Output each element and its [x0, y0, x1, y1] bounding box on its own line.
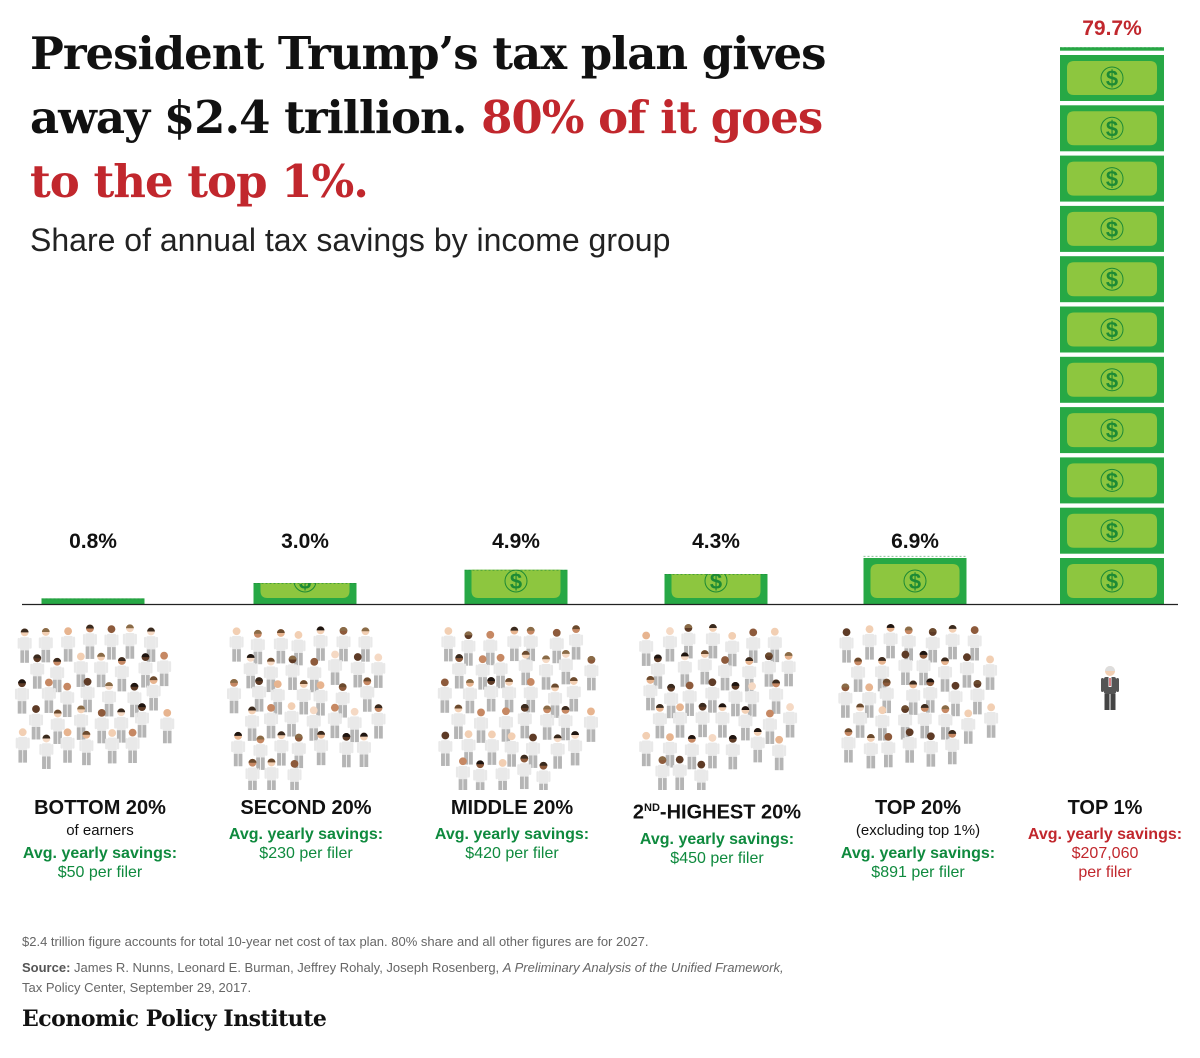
category-name: BOTTOM 20%	[34, 797, 166, 819]
bar-4: $$	[664, 569, 768, 604]
source-citation: Source: James R. Nunns, Leonard E. Burma…	[22, 958, 922, 998]
value-label-4: 4.3%	[692, 530, 740, 553]
people-crowd-2	[227, 626, 386, 790]
savings-value-unit: per filer	[1078, 864, 1132, 881]
svg-text:$: $	[1106, 318, 1118, 343]
savings-label: Avg. yearly savings:	[228, 826, 384, 843]
title-line1: President Trump’s tax plan gives	[30, 27, 826, 80]
category-second-20: SECOND 20% Avg. yearly savings: $230 per…	[206, 795, 406, 863]
category-name-rest: -HIGHEST 20%	[659, 801, 802, 824]
category-name: TOP 20%	[875, 797, 961, 819]
category-top-1: TOP 1% Avg. yearly savings: $207,060 per…	[1005, 795, 1200, 882]
bar-6: $$$$$$$$$$$$$	[1060, 47, 1164, 604]
source-authors: James R. Nunns, Leonard E. Burman, Jeffr…	[74, 960, 500, 975]
chart-subtitle: Share of annual tax savings by income gr…	[30, 222, 671, 258]
svg-text:$: $	[1106, 267, 1118, 292]
value-label-2: 3.0%	[281, 530, 329, 553]
savings-value: $891 per filer	[871, 864, 965, 881]
svg-text:$: $	[510, 569, 522, 594]
savings-value: $230 per filer	[259, 845, 353, 862]
title-highlight2: to the top 1%.	[30, 155, 369, 208]
title-line2: away $2.4 trillion.	[30, 91, 467, 144]
savings-value: $207,060	[1071, 845, 1139, 862]
category-name: SECOND 20%	[240, 797, 372, 819]
value-label-6: 79.7%	[1082, 17, 1142, 40]
category-sub: of earners	[66, 822, 134, 839]
savings-label: Avg. yearly savings:	[1027, 826, 1183, 843]
category-name: 2ND-HIGHEST 20%	[617, 795, 817, 826]
people-crowd-4	[639, 624, 798, 790]
title-highlight1: 80% of it goes	[481, 91, 823, 144]
people-crowd-3	[437, 625, 599, 790]
savings-value: $450 per filer	[670, 849, 764, 867]
category-top-20: TOP 20% (excluding top 1%) Avg. yearly s…	[818, 795, 1018, 882]
value-label-3: 4.9%	[492, 530, 540, 553]
category-sub: (excluding top 1%)	[855, 822, 981, 839]
bar-chart: $$0.8%$$3.0%$$4.9%$$4.3%$$6.9%$$$$$$$$$$…	[14, 17, 1178, 790]
value-label-1: 0.8%	[69, 530, 117, 553]
value-label-5: 6.9%	[891, 530, 939, 553]
svg-text:$: $	[1106, 468, 1118, 493]
savings-label: Avg. yearly savings:	[22, 845, 178, 862]
bar-5: $$	[863, 555, 967, 604]
svg-text:$: $	[1106, 418, 1118, 443]
category-name: TOP 1%	[1067, 797, 1143, 819]
people-crowd-5	[838, 624, 999, 769]
svg-text:$: $	[87, 569, 99, 594]
savings-label: Avg. yearly savings:	[434, 826, 590, 843]
category-name-sup: ND	[644, 802, 660, 814]
source-title: A Preliminary Analysis of the Unified Fr…	[502, 960, 784, 975]
category-bottom-20: BOTTOM 20% of earners Avg. yearly saving…	[0, 795, 200, 882]
svg-text:$: $	[299, 569, 311, 594]
svg-text:$: $	[1106, 217, 1118, 242]
chart-title: President Trump’s tax plan gives away $2.…	[30, 22, 950, 214]
people-crowd-6	[1101, 666, 1119, 710]
bar-2: $$	[253, 569, 357, 604]
svg-text:$: $	[710, 569, 722, 594]
svg-text:$: $	[1106, 167, 1118, 192]
people-crowd-1	[14, 624, 175, 769]
footnote: $2.4 trillion figure accounts for total …	[22, 934, 649, 949]
svg-text:$: $	[1106, 519, 1118, 544]
category-2nd-highest-20: 2ND-HIGHEST 20% Avg. yearly savings: $45…	[617, 795, 817, 868]
savings-label: Avg. yearly savings:	[840, 845, 996, 862]
category-name-prefix: 2	[632, 801, 645, 824]
category-name: MIDDLE 20%	[450, 797, 574, 819]
category-middle-20: MIDDLE 20% Avg. yearly savings: $420 per…	[412, 795, 612, 863]
svg-text:$: $	[1106, 569, 1118, 594]
bar-3: $$	[464, 569, 568, 604]
publisher-logo: Economic Policy Institute	[22, 1006, 327, 1032]
source-publisher: Tax Policy Center, September 29, 2017.	[22, 980, 252, 995]
svg-text:$: $	[1106, 66, 1118, 91]
svg-text:$: $	[1106, 116, 1118, 141]
savings-value: $50 per filer	[57, 864, 143, 881]
svg-text:$: $	[909, 569, 921, 594]
source-label: Source:	[22, 960, 71, 975]
bar-1: $$	[41, 569, 145, 604]
savings-label: Avg. yearly savings:	[639, 830, 795, 848]
savings-value: $420 per filer	[465, 845, 559, 862]
svg-text:$: $	[1106, 368, 1118, 393]
